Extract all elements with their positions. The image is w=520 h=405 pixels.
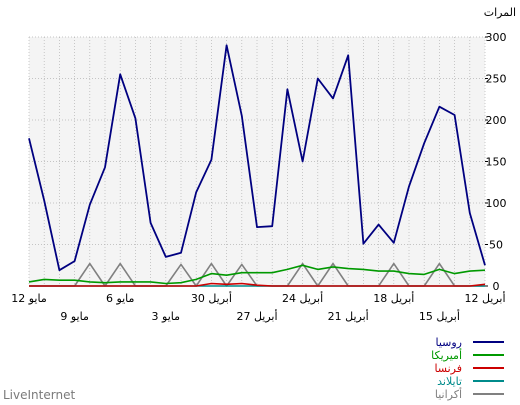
x-tick-label: 27 أبريل — [236, 309, 277, 323]
x-tick-label: 30 أبريل — [191, 291, 232, 305]
x-tick-label: 15 أبريل — [419, 309, 460, 323]
legend-label: أميريكا — [431, 348, 462, 362]
x-tick-label: 12 مايو — [11, 292, 47, 305]
y-tick-label: 300 — [486, 31, 507, 44]
x-tick-label: 24 أبريل — [282, 291, 323, 305]
series-group — [28, 44, 486, 287]
y-tick-label: 100 — [486, 197, 507, 210]
x-tick-label: 6 مايو — [106, 292, 135, 305]
legend-label: فرنسا — [434, 362, 462, 375]
y-tick-label: 150 — [486, 156, 507, 169]
x-tick-label: 18 أبريل — [373, 291, 414, 305]
x-tick-label: 21 أبريل — [328, 309, 369, 323]
watermark-text: LiveInternet — [3, 388, 76, 402]
series-line — [28, 264, 486, 285]
legend-label: أكرانيا — [435, 387, 462, 401]
series-line — [28, 44, 486, 272]
y-tick-label: 50 — [489, 239, 503, 252]
series-line — [29, 282, 486, 287]
y-tick-label: 250 — [486, 73, 507, 86]
y-axis-label: المرات — [484, 6, 516, 19]
x-tick-label: 3 مايو — [152, 310, 181, 323]
x-tick-label: 9 مايو — [60, 310, 89, 323]
legend-label: روسيا — [435, 336, 462, 349]
legend-label: تايلاند — [437, 375, 462, 388]
y-axis: 0 50 100 150 200 250 300 — [485, 31, 507, 293]
y-tick-label: 200 — [486, 114, 507, 127]
x-axis: 12 مايو 6 مايو 30 أبريل 24 أبريل 18 أبريل 12 … — [11, 291, 505, 323]
y-tick-label: 0 — [493, 280, 500, 293]
x-tick-label: 12 أبريل — [464, 291, 505, 305]
